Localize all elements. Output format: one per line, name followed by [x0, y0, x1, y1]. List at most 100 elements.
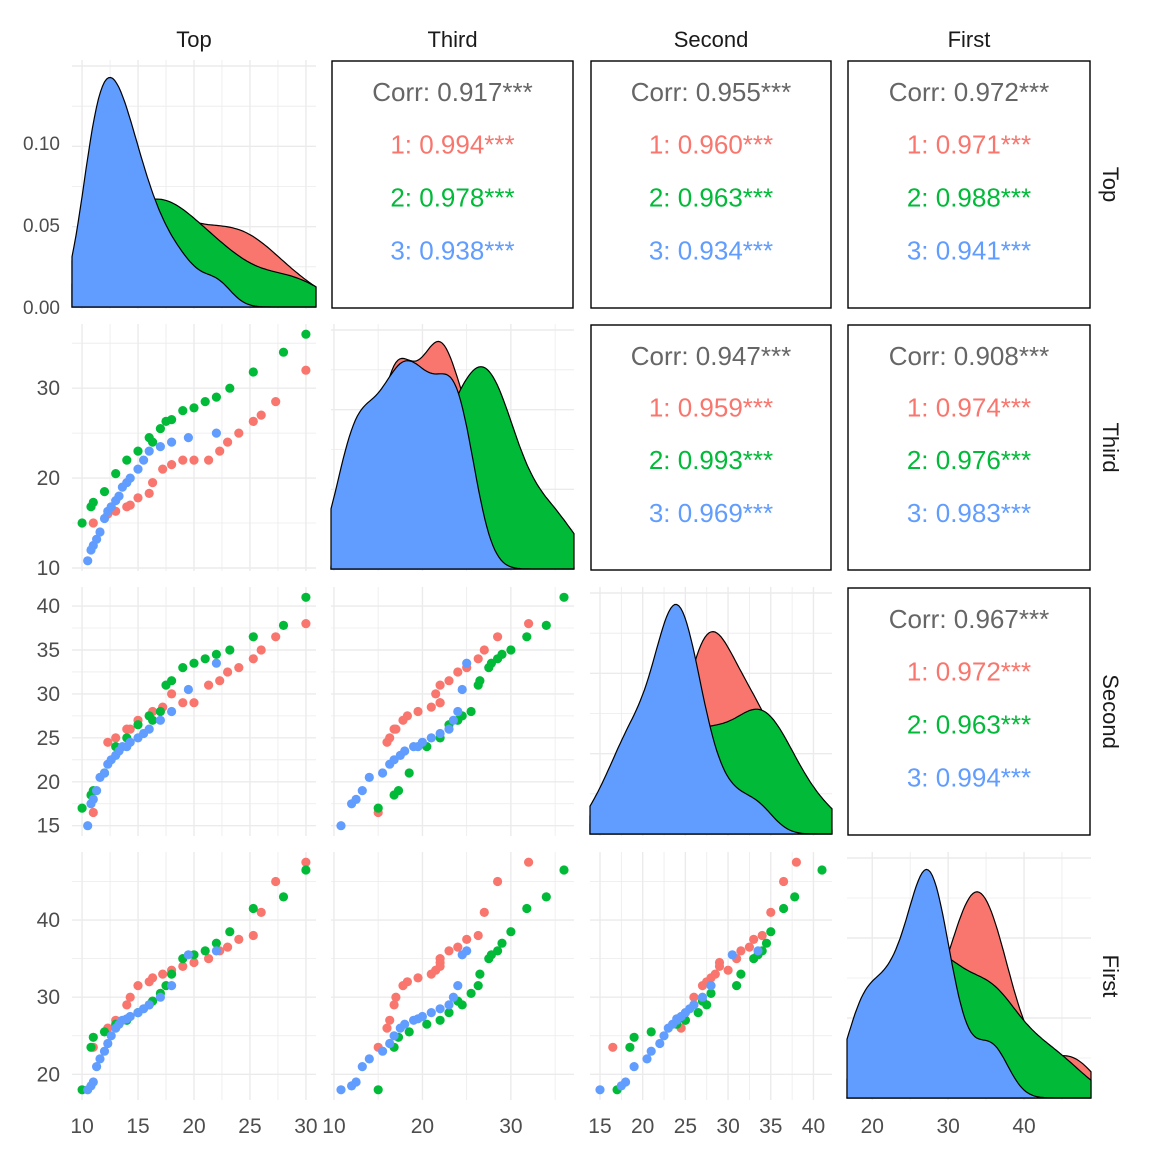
- point-top-first-g1-18: [271, 876, 281, 887]
- point-top-third-g2-9: [155, 424, 165, 434]
- point-top-second-g3-15: [144, 724, 154, 734]
- xtick-third-10: 10: [322, 1115, 345, 1138]
- point-third-first-g2-11: [475, 969, 485, 979]
- point-third-first-g3-2: [351, 1077, 361, 1087]
- point-top-second-g2-14: [200, 654, 210, 664]
- corr-group-3-top-second: 3: 0.934***: [649, 235, 773, 265]
- point-third-first-g3-4: [364, 1054, 374, 1064]
- point-third-first-g1-19: [524, 857, 534, 867]
- density-third-group-3: [330, 360, 574, 570]
- point-second-first-g1-11: [714, 957, 725, 968]
- point-third-first-g2-18: [541, 892, 551, 902]
- point-top-third-g2-4: [111, 469, 121, 479]
- density-first-group-3: [846, 868, 1091, 1099]
- point-top-second-g1-4: [125, 724, 135, 734]
- point-third-first-g3-14: [435, 1004, 445, 1014]
- xtick-second-35: 35: [759, 1115, 782, 1138]
- point-top-third-g1-10: [178, 455, 188, 465]
- point-top-second-g1-2: [111, 733, 121, 743]
- point-third-second-g1-16: [473, 654, 483, 664]
- point-third-second-g1-17: [479, 645, 489, 655]
- corr-group-1-top-second: 1: 0.960***: [649, 129, 773, 159]
- xtick-top-30: 30: [294, 1115, 317, 1138]
- point-third-second-g1-12: [435, 680, 445, 690]
- point-top-first-g3-16: [155, 992, 165, 1002]
- point-top-first-g3-4: [95, 1054, 105, 1064]
- point-second-first-g3-18: [727, 950, 737, 960]
- point-top-first-g3-2: [88, 1077, 98, 1087]
- point-top-third-g3-4: [95, 527, 105, 537]
- point-top-third-g3-3: [92, 534, 102, 544]
- ytick-third-30: 30: [37, 377, 60, 400]
- point-top-third-g3-17: [167, 437, 177, 447]
- ytick-first-30: 30: [37, 986, 60, 1009]
- point-top-second-g1-9: [167, 689, 177, 699]
- point-top-third-g3-15: [144, 446, 154, 456]
- point-third-second-g1-6: [402, 711, 412, 721]
- point-top-first-g3-7: [106, 1031, 116, 1041]
- corr-group-1-top-third: 1: 0.994***: [390, 129, 514, 159]
- point-third-first-g1-13: [444, 946, 454, 956]
- point-top-first-g2-2: [88, 1032, 98, 1042]
- point-top-second-g3-19: [211, 658, 221, 668]
- point-third-second-g2-3: [404, 768, 414, 778]
- point-second-first-g1-13: [736, 946, 746, 956]
- corr-group-2-third-first: 2: 0.976***: [907, 445, 1031, 475]
- point-third-first-g1-14: [453, 942, 463, 952]
- point-third-second-g1-14: [453, 667, 463, 677]
- point-third-second-g3-14: [435, 728, 445, 739]
- ytick-third-20: 20: [37, 467, 60, 490]
- corr-group-1-third-first: 1: 0.974***: [907, 393, 1031, 423]
- corr-box-third-first: [847, 324, 1091, 571]
- point-top-third-g2-15: [211, 392, 221, 402]
- point-top-third-g1-0: [88, 518, 98, 528]
- point-top-second-g2-9: [155, 706, 165, 717]
- point-top-first-g1-19: [301, 857, 311, 867]
- point-second-first-g2-2: [629, 1032, 639, 1042]
- point-top-third-g2-16: [225, 383, 235, 393]
- point-top-second-g2-16: [225, 645, 235, 655]
- point-third-first-g2-6: [444, 1008, 454, 1018]
- point-top-third-g2-18: [278, 347, 289, 357]
- point-second-first-g2-11: [736, 969, 746, 979]
- point-second-first-g2-15: [761, 938, 772, 948]
- point-top-first-g2-17: [248, 903, 258, 914]
- point-top-third-g2-11: [167, 415, 177, 425]
- point-second-first-g1-17: [766, 907, 776, 918]
- point-top-third-g1-4: [125, 500, 135, 510]
- point-third-first-g2-10: [473, 981, 483, 991]
- point-top-second-g2-11: [167, 676, 177, 686]
- xtick-third-20: 20: [411, 1115, 434, 1138]
- point-top-first-g1-10: [178, 961, 188, 972]
- point-top-third-g2-6: [133, 446, 143, 456]
- point-top-third-g1-14: [223, 437, 233, 447]
- xtick-second-40: 40: [802, 1115, 825, 1138]
- point-top-third-g3-19: [211, 428, 221, 438]
- point-top-second-g2-6: [133, 720, 143, 730]
- point-third-second-g3-2: [351, 794, 361, 805]
- corr-group-2-third-second: 2: 0.993***: [649, 445, 773, 475]
- point-top-second-g1-10: [178, 698, 188, 708]
- point-second-first-g2-17: [779, 903, 789, 914]
- point-top-second-g1-12: [204, 680, 214, 690]
- point-second-first-g3-19: [753, 946, 763, 956]
- corr-group-3-top-first: 3: 0.941***: [907, 235, 1031, 265]
- point-top-second-g3-5: [99, 768, 110, 778]
- point-third-second-g2-16: [506, 645, 516, 655]
- point-top-second-g2-15: [211, 649, 221, 660]
- point-second-first-g3-3: [629, 1062, 639, 1072]
- point-top-first-g2-15: [211, 938, 221, 948]
- strip-top-second: Second: [674, 27, 749, 52]
- point-third-first-g3-15: [444, 1000, 454, 1010]
- point-top-first-g1-5: [133, 981, 143, 991]
- point-top-first-g3-3: [92, 1062, 102, 1072]
- point-top-first-g2-11: [167, 969, 177, 979]
- strip-right-third: Third: [1098, 422, 1123, 472]
- point-third-first-g3-5: [378, 1046, 388, 1056]
- point-top-third-g2-17: [248, 367, 258, 377]
- point-third-first-g2-5: [435, 1015, 445, 1025]
- point-top-second-g2-8: [148, 715, 158, 725]
- point-second-first-g2-9: [706, 988, 716, 999]
- point-top-third-g3-5: [99, 513, 110, 524]
- ytick-second-35: 35: [37, 639, 60, 662]
